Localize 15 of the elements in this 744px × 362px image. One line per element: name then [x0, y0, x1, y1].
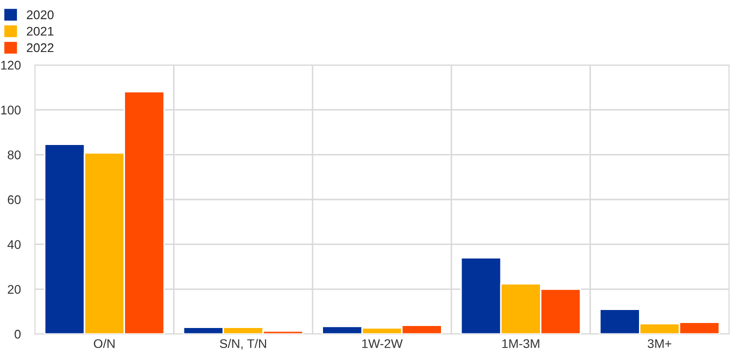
x-tick-label: 3M+ — [648, 339, 672, 348]
y-tick-label: 80 — [8, 150, 21, 160]
x-tick-label: S/N, T/N — [220, 338, 266, 350]
y-tick-label: 0 — [14, 330, 21, 339]
legend-label: 2022 — [26, 43, 54, 52]
legend-label: 2020 — [26, 10, 54, 20]
x-tick-label: 1W-2W — [362, 339, 403, 348]
y-tick-label: 40 — [7, 240, 21, 249]
y-tick-label: 60 — [8, 195, 21, 204]
y-tick-label: 100 — [1, 106, 21, 114]
y-tick-label: 120 — [1, 60, 21, 70]
x-tick-label: O/N — [94, 338, 114, 348]
x-tick-label: 1M-3M — [502, 339, 540, 348]
y-tick-label: 20 — [8, 284, 21, 294]
legend-label: 2021 — [26, 26, 54, 36]
